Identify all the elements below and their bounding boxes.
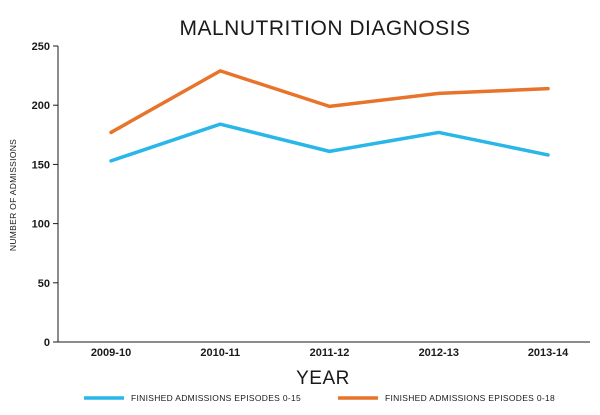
series-1 — [109, 122, 550, 163]
legend-item: FINISHED ADMISSIONS EPISODES 0-15 — [84, 393, 301, 403]
data-point — [328, 105, 331, 108]
x-tick-label: 2013-14 — [528, 347, 569, 359]
x-tick-label: 2010-11 — [200, 347, 240, 359]
series-lines — [109, 69, 550, 163]
series-2 — [109, 69, 550, 135]
y-tick-label: 150 — [32, 159, 50, 171]
y-tick-label: 50 — [38, 278, 50, 290]
y-tick-label: 250 — [32, 41, 50, 53]
data-point — [328, 150, 331, 153]
chart-title: MALNUTRITION DIAGNOSIS — [179, 17, 470, 40]
x-axis-label: YEAR — [296, 368, 350, 389]
y-tick-label: 0 — [44, 337, 50, 349]
x-tick-label: 2011-12 — [310, 347, 350, 359]
legend: FINISHED ADMISSIONS EPISODES 0-15 FINISHE… — [84, 393, 555, 403]
data-point — [219, 69, 222, 73]
y-tick-label: 100 — [32, 219, 50, 231]
data-point — [219, 122, 222, 126]
x-tick-label: 2012-13 — [419, 347, 459, 359]
y-ticks: 0 50 100 150 200 250 — [32, 41, 58, 349]
legend-label: FINISHED ADMISSIONS EPISODES 0-15 — [131, 393, 301, 403]
x-tick-label: 2009-10 — [91, 347, 131, 359]
data-point — [546, 153, 550, 157]
legend-item: FINISHED ADMISSIONS EPISODES 0-18 — [338, 393, 555, 403]
data-point — [437, 92, 440, 95]
y-tick-label: 200 — [32, 100, 50, 112]
data-point — [546, 87, 550, 90]
data-point — [109, 131, 113, 134]
data-point — [437, 131, 440, 134]
y-axis-label: NUMBER OF ADMISSIONS — [8, 139, 18, 251]
data-point — [109, 159, 113, 163]
legend-label: FINISHED ADMISSIONS EPISODES 0-18 — [385, 393, 555, 403]
x-ticks: 2009-10 2010-11 2011-12 2012-13 2013-14 — [91, 347, 569, 359]
